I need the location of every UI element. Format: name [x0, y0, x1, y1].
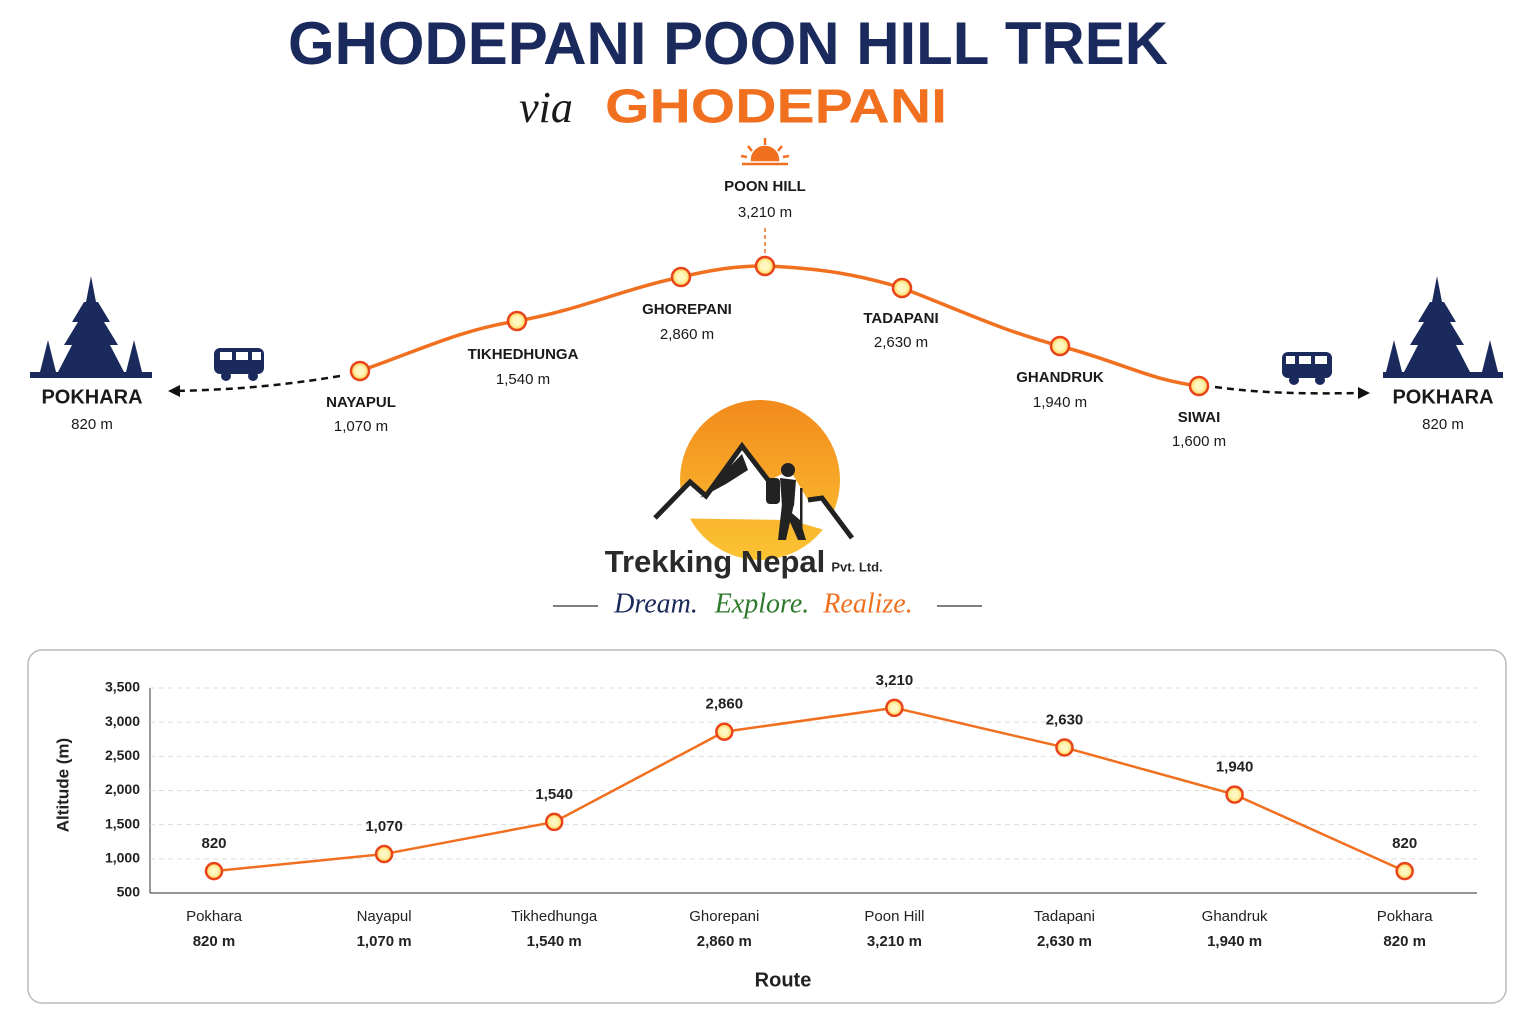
stop-name: TADAPANI — [863, 310, 938, 327]
x-tick-sublabel: 1,070 m — [357, 933, 412, 950]
point — [204, 861, 224, 881]
y-tick-label: 3,500 — [105, 679, 140, 695]
value-label: 1,070 — [365, 818, 403, 835]
stop-altitude: 820 m — [71, 416, 113, 433]
logo-suffix: Pvt. Ltd. — [831, 559, 882, 574]
y-tick-label: 500 — [117, 884, 141, 900]
point — [1395, 861, 1414, 881]
tagline: Explore. — [714, 588, 810, 619]
point — [544, 812, 564, 832]
stop-name: GHOREPANI — [642, 301, 732, 318]
stop-altitude: 2,630 m — [874, 334, 928, 351]
stop-marker — [670, 266, 692, 288]
x-tick-sublabel: 3,210 m — [867, 933, 922, 950]
arrow — [168, 385, 180, 397]
stop-altitude: 1,940 m — [1033, 394, 1087, 411]
stop-name: POON HILL — [724, 178, 806, 195]
stop-marker — [1049, 335, 1071, 357]
value-label: 2,630 — [1046, 711, 1084, 728]
x-tick-label: Nayapul — [357, 908, 412, 925]
stop-altitude: 1,070 m — [334, 418, 388, 435]
line — [213, 706, 1406, 873]
y-tick-label: 3,000 — [105, 713, 140, 729]
stop-name: POKHARA — [1392, 386, 1493, 408]
value-label: 820 — [201, 835, 226, 852]
y-tick-label: 1,500 — [105, 815, 140, 831]
x-tick-label: Pokhara — [186, 908, 243, 925]
stop-altitude: 3,210 m — [738, 204, 792, 221]
pagoda-icon — [30, 276, 152, 378]
x-tick-label: Poon Hill — [864, 908, 924, 925]
stop-altitude: 1,600 m — [1172, 433, 1226, 450]
stop-marker — [506, 310, 528, 332]
pagoda-icon — [1383, 276, 1503, 378]
van-icon — [214, 348, 264, 381]
stop-name: TIKHEDHUNGA — [468, 346, 579, 363]
logo — [653, 400, 854, 560]
x-tick-label: Pokhara — [1377, 908, 1434, 925]
point — [1055, 738, 1074, 757]
transfer-path — [171, 374, 341, 393]
x-tick-sublabel: 1,540 m — [527, 933, 582, 950]
stop-marker — [891, 277, 913, 299]
point — [715, 722, 734, 741]
y-tick-label: 1,000 — [105, 850, 140, 866]
stop-marker — [754, 255, 776, 277]
value-label: 820 — [1392, 835, 1417, 852]
chart-panel — [27, 649, 1507, 1004]
arrow — [1358, 387, 1370, 399]
x-axis-title: Route — [755, 969, 812, 991]
tagline: Dream. — [613, 588, 698, 619]
stop-name: NAYAPUL — [326, 394, 396, 411]
stop-name: GHANDRUK — [1016, 369, 1104, 386]
sunrise-icon — [740, 138, 790, 166]
subtitle: GHODEPANI — [605, 81, 947, 134]
subtitle-prefix: via — [519, 83, 573, 132]
point — [885, 698, 904, 718]
stop-altitude: 1,540 m — [496, 371, 550, 388]
x-tick-sublabel: 820 m — [1383, 933, 1426, 950]
y-tick-label: 2,500 — [105, 747, 140, 763]
x-tick-sublabel: 2,860 m — [697, 933, 752, 950]
stop-name: SIWAI — [1178, 409, 1221, 426]
x-tick-label: Ghorepani — [689, 908, 759, 925]
van-icon — [1282, 352, 1332, 385]
point — [374, 844, 394, 864]
stop-altitude: 2,860 m — [660, 326, 714, 343]
x-tick-label: Tadapani — [1034, 908, 1095, 925]
y-axis-title: Altitude (m) — [53, 738, 72, 832]
title: GHODEPANI POON HILL TREK — [288, 10, 1168, 77]
tagline: Realize. — [822, 588, 912, 619]
x-tick-sublabel: 820 m — [193, 933, 236, 950]
value-label: 1,540 — [535, 786, 573, 803]
y-tick-label: 2,000 — [105, 781, 140, 797]
logo-name: Trekking Nepal — [605, 544, 826, 579]
value-label: 2,860 — [706, 696, 744, 713]
transfer-path — [1214, 385, 1363, 395]
value-label: 1,940 — [1216, 759, 1254, 776]
x-tick-label: Ghandruk — [1202, 908, 1268, 925]
stop-name: POKHARA — [41, 386, 142, 408]
value-label: 3,210 — [876, 672, 914, 689]
stop-marker — [349, 360, 371, 382]
x-tick-sublabel: 2,630 m — [1037, 933, 1092, 950]
x-tick-label: Tikhedhunga — [511, 908, 598, 925]
stop-altitude: 820 m — [1422, 416, 1464, 433]
stop-marker — [1188, 375, 1210, 397]
x-tick-sublabel: 1,940 m — [1207, 933, 1262, 950]
point — [1225, 785, 1244, 804]
